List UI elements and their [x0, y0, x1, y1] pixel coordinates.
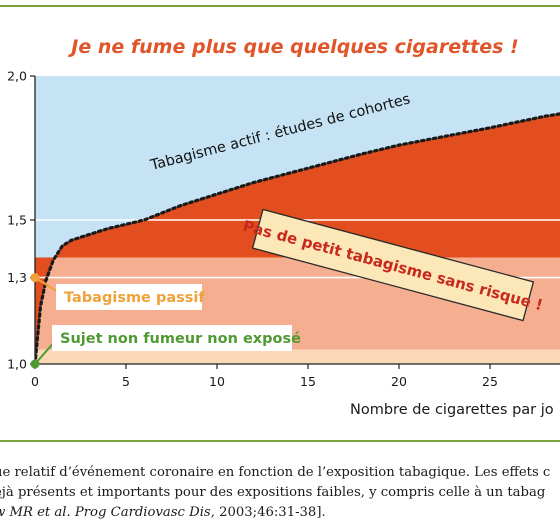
x-tick-label: 15	[300, 374, 316, 389]
nonsmoker-label: Sujet non fumeur non exposé	[60, 331, 301, 347]
axes: 1,0 1,3 1,5 2,0 0 5 10 15 20 25 Nombre de cigarett…	[7, 69, 560, 418]
passive-smoking-point	[30, 273, 40, 283]
y-tick-label: 2,0	[7, 69, 27, 84]
y-tick-label: 1,0	[7, 357, 27, 372]
y-tick-label: 1,5	[7, 213, 27, 228]
nonsmoker-label-box	[52, 325, 292, 351]
nonsmoker-point	[30, 359, 40, 369]
x-tick-label: 10	[209, 374, 225, 389]
caption-line-1: ue relatif d’événement coronaire en fonc…	[0, 465, 551, 480]
caption-line-3: w MR et al. Prog Cardiovasc Dis, 2003;46…	[0, 503, 560, 523]
figure-caption: ue relatif d’événement coronaire en fonc…	[0, 463, 560, 523]
x-tick-label: 25	[482, 374, 498, 389]
caption-citation-rest: , 2003;46:31-38].	[210, 505, 326, 520]
x-tick-label: 20	[391, 374, 407, 389]
caption-line-2: éjà présents et importants pour des expo…	[0, 485, 546, 500]
line-area-chart: 1,0 1,3 1,5 2,0 0 5 10 15 20 25 Nombre de cigarett…	[7, 69, 560, 418]
caption-citation-authors: w MR et al. Prog Cardiovasc Dis	[0, 505, 211, 520]
y-tick-label: 1,3	[7, 270, 27, 285]
x-tick-label: 0	[31, 374, 39, 389]
warning-callout-box	[251, 208, 535, 322]
passive-label: Tabagisme passif	[64, 290, 205, 306]
passive-leader-line	[34, 276, 59, 293]
x-axis-label: Nombre de cigarettes par jo	[350, 402, 554, 418]
bottom-rule	[0, 440, 560, 442]
baseline-band	[35, 349, 560, 364]
series-line	[35, 112, 560, 364]
passive-label-box	[56, 284, 202, 310]
x-tick-label: 5	[122, 374, 130, 389]
top-rule	[0, 5, 560, 7]
chart-title: Je ne fume plus que quelques cigarettes …	[71, 36, 519, 58]
